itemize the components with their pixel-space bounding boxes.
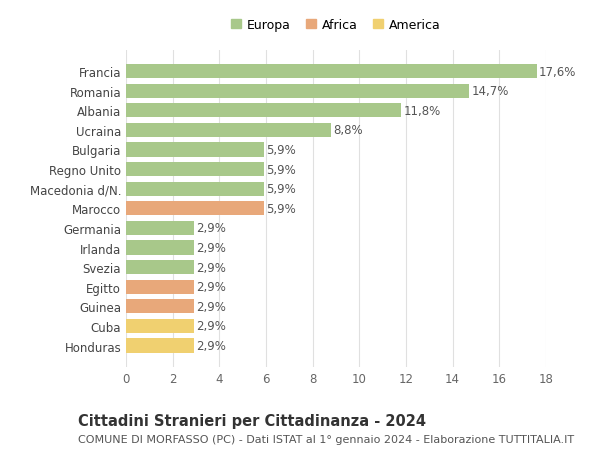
- Bar: [126, 202, 263, 216]
- Bar: [126, 260, 194, 274]
- Bar: [126, 300, 194, 313]
- Text: 5,9%: 5,9%: [266, 202, 296, 215]
- Text: Cittadini Stranieri per Cittadinanza - 2024: Cittadini Stranieri per Cittadinanza - 2…: [78, 413, 426, 428]
- Bar: [126, 339, 194, 353]
- Text: COMUNE DI MORFASSO (PC) - Dati ISTAT al 1° gennaio 2024 - Elaborazione TUTTITALI: COMUNE DI MORFASSO (PC) - Dati ISTAT al …: [78, 434, 574, 444]
- Text: 8,8%: 8,8%: [334, 124, 363, 137]
- Bar: [126, 241, 194, 255]
- Text: 11,8%: 11,8%: [404, 105, 441, 118]
- Text: 2,9%: 2,9%: [196, 241, 226, 254]
- Bar: [126, 162, 263, 177]
- Bar: [126, 280, 194, 294]
- Text: 5,9%: 5,9%: [266, 183, 296, 196]
- Text: 2,9%: 2,9%: [196, 222, 226, 235]
- Text: 14,7%: 14,7%: [472, 85, 509, 98]
- Text: 2,9%: 2,9%: [196, 339, 226, 352]
- Bar: [126, 104, 401, 118]
- Bar: [126, 143, 263, 157]
- Bar: [126, 65, 536, 79]
- Text: 2,9%: 2,9%: [196, 261, 226, 274]
- Text: 5,9%: 5,9%: [266, 144, 296, 157]
- Text: 2,9%: 2,9%: [196, 280, 226, 294]
- Bar: [126, 182, 263, 196]
- Bar: [126, 221, 194, 235]
- Text: 2,9%: 2,9%: [196, 320, 226, 333]
- Legend: Europa, Africa, America: Europa, Africa, America: [231, 19, 441, 32]
- Text: 5,9%: 5,9%: [266, 163, 296, 176]
- Bar: [126, 84, 469, 99]
- Bar: [126, 123, 331, 138]
- Text: 17,6%: 17,6%: [539, 66, 577, 78]
- Bar: [126, 319, 194, 333]
- Text: 2,9%: 2,9%: [196, 300, 226, 313]
